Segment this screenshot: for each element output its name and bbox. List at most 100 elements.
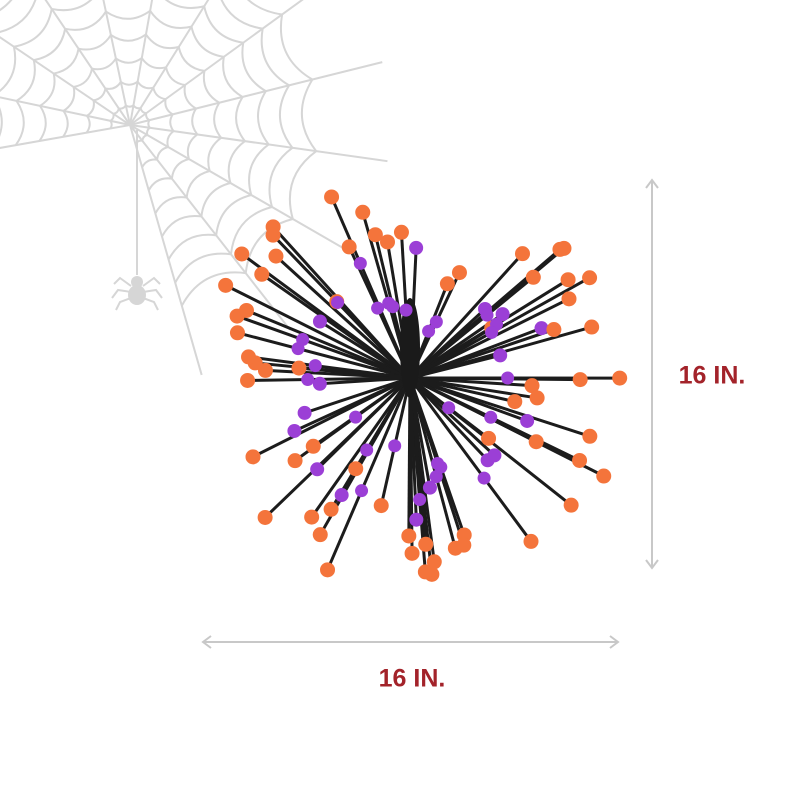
branch bbox=[274, 255, 412, 380]
branch bbox=[248, 355, 411, 380]
bead-orange bbox=[240, 372, 256, 388]
branch bbox=[252, 376, 411, 459]
bead-orange bbox=[596, 468, 612, 484]
spider bbox=[111, 276, 163, 311]
bead-orange bbox=[582, 270, 598, 286]
bead-purple bbox=[429, 315, 443, 329]
bead-orange bbox=[584, 319, 600, 335]
bead-orange bbox=[528, 434, 544, 450]
bead-purple bbox=[484, 410, 498, 424]
bead-orange bbox=[552, 241, 568, 257]
bead-orange bbox=[323, 501, 339, 517]
branch bbox=[326, 377, 412, 571]
web-ring bbox=[0, 0, 271, 261]
bead-purple bbox=[431, 456, 445, 470]
bead-orange bbox=[268, 248, 284, 264]
bead-purple bbox=[334, 488, 349, 503]
bead-orange bbox=[560, 272, 576, 288]
bead-orange bbox=[572, 372, 588, 388]
bead-orange bbox=[320, 562, 336, 578]
bead-orange bbox=[367, 227, 383, 243]
bead-orange bbox=[561, 291, 577, 307]
bead-orange bbox=[348, 461, 364, 477]
bead-orange bbox=[324, 189, 340, 205]
bead-purple bbox=[301, 373, 315, 387]
bead-orange bbox=[514, 246, 530, 262]
web-ring bbox=[38, 32, 223, 214]
bead-purple bbox=[331, 295, 345, 309]
bead-purple bbox=[487, 448, 502, 463]
branch bbox=[408, 252, 524, 380]
bead-orange bbox=[417, 564, 433, 580]
bead-purple bbox=[495, 307, 510, 322]
branch bbox=[408, 377, 533, 543]
bead-orange bbox=[218, 277, 234, 293]
bead-orange bbox=[238, 302, 254, 318]
bead-orange bbox=[439, 276, 455, 292]
bead-purple bbox=[442, 401, 456, 415]
bead-purple bbox=[422, 324, 436, 338]
branch bbox=[245, 309, 411, 380]
bead-orange bbox=[355, 204, 371, 220]
branch bbox=[409, 276, 535, 380]
bead-purple bbox=[485, 325, 499, 339]
bead-purple bbox=[534, 321, 549, 336]
bead-orange bbox=[525, 269, 541, 285]
branch bbox=[237, 331, 411, 380]
bead-orange bbox=[481, 430, 497, 446]
branch bbox=[264, 376, 412, 519]
bead-orange bbox=[380, 234, 396, 250]
width-label: 16 IN. bbox=[379, 665, 446, 693]
bead-purple bbox=[422, 480, 437, 495]
branch bbox=[409, 328, 555, 380]
bead-orange bbox=[582, 428, 598, 444]
bead-orange bbox=[418, 536, 434, 552]
bead-orange bbox=[341, 239, 357, 255]
bead-orange bbox=[451, 265, 467, 281]
bead-orange bbox=[257, 362, 273, 378]
branch bbox=[408, 376, 496, 457]
bead-purple bbox=[310, 462, 325, 477]
height-arrow bbox=[645, 178, 659, 570]
bead-purple bbox=[312, 314, 327, 329]
bead-orange bbox=[305, 438, 321, 454]
starburst-light bbox=[218, 189, 628, 582]
branch bbox=[409, 376, 516, 404]
bead-orange bbox=[572, 452, 588, 468]
bead-orange bbox=[529, 390, 545, 406]
bead-orange bbox=[456, 537, 472, 553]
bead-purple bbox=[386, 300, 400, 314]
branch bbox=[409, 353, 501, 380]
bead-purple bbox=[493, 348, 508, 363]
bead-orange bbox=[241, 349, 257, 365]
web-ring bbox=[0, 0, 318, 307]
bead-orange bbox=[404, 545, 420, 561]
bead-orange bbox=[401, 528, 417, 544]
bead-orange bbox=[229, 325, 245, 341]
bead-purple bbox=[297, 405, 312, 420]
bead-purple bbox=[388, 439, 402, 453]
bead-purple bbox=[353, 256, 367, 270]
branch bbox=[409, 376, 581, 382]
bead-orange bbox=[524, 378, 540, 394]
web-ring bbox=[62, 56, 199, 191]
bead-orange bbox=[254, 266, 270, 282]
branch bbox=[408, 377, 436, 562]
bead-orange bbox=[612, 370, 628, 386]
height-label: 16 IN. bbox=[679, 362, 746, 390]
bead-orange bbox=[523, 533, 539, 549]
bead-purple bbox=[360, 443, 374, 457]
branch bbox=[240, 252, 411, 380]
bead-purple bbox=[477, 471, 491, 485]
bead-orange bbox=[245, 449, 261, 465]
bead-orange bbox=[312, 527, 328, 543]
web-ring bbox=[0, 0, 294, 284]
bead-orange bbox=[373, 498, 389, 514]
bead-orange bbox=[563, 497, 579, 513]
bead-purple bbox=[409, 240, 424, 255]
bead-purple bbox=[296, 333, 310, 347]
width-arrow bbox=[201, 635, 620, 649]
branch bbox=[224, 284, 411, 380]
bead-orange bbox=[546, 322, 562, 338]
bead-purple bbox=[308, 359, 322, 373]
